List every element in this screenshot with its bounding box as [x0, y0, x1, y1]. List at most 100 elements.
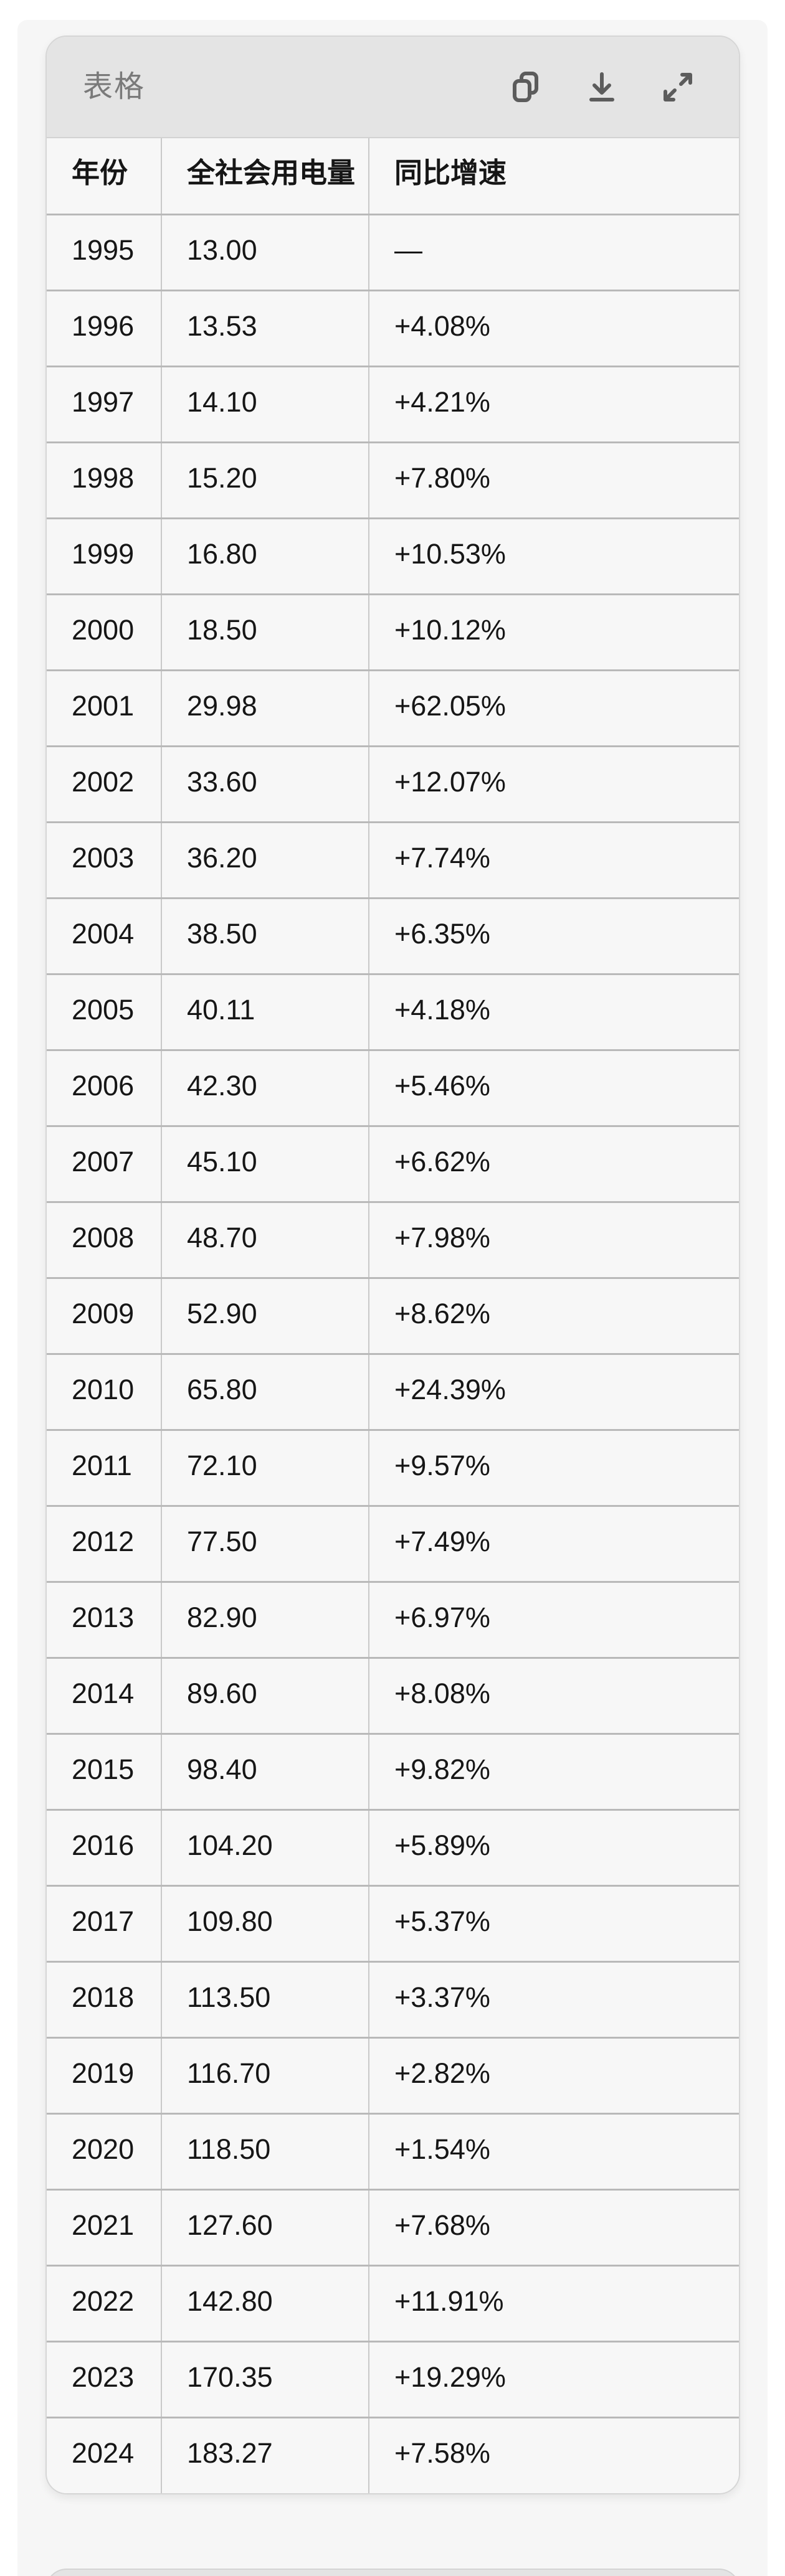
table-row: 2006 42.30 +5.46%	[47, 1050, 739, 1126]
growth-cell: +5.89%	[368, 1809, 739, 1885]
download-icon	[589, 72, 614, 101]
consumption-cell: 77.50	[161, 1506, 369, 1582]
table-row: 2000 18.50 +10.12%	[47, 594, 739, 670]
growth-cell: +1.54%	[368, 2113, 739, 2189]
year-cell: 2009	[72, 1297, 135, 1329]
table-row: 1995 13.00—	[47, 214, 739, 290]
table-row: 2004 38.50 +6.35%	[47, 898, 739, 974]
table-header-row: 年份 全社会用电量 同比增速	[47, 138, 739, 214]
year-cell: 2001	[72, 689, 135, 722]
table-card-header: 表格	[47, 37, 739, 138]
column-header-growth: 同比增速	[368, 138, 739, 214]
table-card: 表格	[45, 35, 740, 2494]
table-row: 2022 142.80 +11.91%	[47, 2265, 739, 2341]
growth-cell: +5.46%	[368, 1050, 739, 1126]
table-row: 1996 13.53 +4.08%	[47, 290, 739, 366]
column-header-consumption: 全社会用电量	[161, 138, 369, 214]
year-cell: 2015	[72, 1753, 135, 1785]
download-button[interactable]	[582, 67, 622, 107]
growth-cell: +7.98%	[368, 1202, 739, 1278]
consumption-cell: 72.10	[161, 1430, 369, 1506]
year-cell: 1998	[72, 461, 135, 494]
consumption-cell: 116.70	[161, 2037, 369, 2113]
growth-cell: +4.21%	[368, 366, 739, 442]
growth-cell: +62.05%	[368, 670, 739, 746]
consumption-cell: 113.50	[161, 1961, 369, 2037]
growth-cell: +7.49%	[368, 1506, 739, 1582]
growth-cell: +7.58%	[368, 2417, 739, 2493]
table-row: 2016 104.20 +5.89%	[47, 1809, 739, 1885]
consumption-cell: 16.80	[161, 518, 369, 594]
year-cell: 2021	[72, 2209, 135, 2241]
consumption-cell: 104.20	[161, 1809, 369, 1885]
consumption-cell: 42.30	[161, 1050, 369, 1126]
table-row: 2013 82.90 +6.97%	[47, 1582, 739, 1658]
consumption-cell: 98.40	[161, 1734, 369, 1809]
year-cell: 2005	[72, 993, 135, 1026]
year-cell: 2008	[72, 1221, 135, 1253]
year-cell: 2023	[72, 2361, 135, 2393]
table-row: 2009 52.90 +8.62%	[47, 1278, 739, 1354]
content-panel: 表格	[17, 20, 768, 2576]
table-row: 1998 15.20 +7.80%	[47, 442, 739, 518]
copy-icon	[513, 71, 538, 102]
year-cell: 1995	[72, 234, 135, 266]
table-row: 1999 16.80 +10.53%	[47, 518, 739, 594]
year-cell: 1999	[72, 537, 135, 570]
growth-cell: +9.82%	[368, 1734, 739, 1809]
growth-cell: +19.29%	[368, 2341, 739, 2417]
table-row: 2021 127.60 +7.68%	[47, 2189, 739, 2265]
growth-cell: +6.35%	[368, 898, 739, 974]
growth-cell: +5.37%	[368, 1885, 739, 1961]
table-row: 1997 14.10 +4.21%	[47, 366, 739, 442]
growth-cell: +2.82%	[368, 2037, 739, 2113]
growth-cell: +10.53%	[368, 518, 739, 594]
year-cell: 2006	[72, 1069, 135, 1102]
table-row: 2002 33.60 +12.07%	[47, 746, 739, 822]
column-header-year: 年份	[72, 157, 128, 189]
table-row: 2014 89.60 +8.08%	[47, 1658, 739, 1734]
year-cell: 2013	[72, 1601, 135, 1633]
table-row: 2011 72.10 +9.57%	[47, 1430, 739, 1506]
next-card-top-edge	[45, 2569, 740, 2576]
year-cell: 2010	[72, 1373, 135, 1405]
consumption-cell: 48.70	[161, 1202, 369, 1278]
consumption-cell: 118.50	[161, 2113, 369, 2189]
table-row: 2019 116.70 +2.82%	[47, 2037, 739, 2113]
table-row: 2005 40.11 +4.18%	[47, 974, 739, 1050]
growth-cell: +6.97%	[368, 1582, 739, 1658]
table-row: 2020 118.50 +1.54%	[47, 2113, 739, 2189]
consumption-cell: 65.80	[161, 1354, 369, 1430]
consumption-cell: 40.11	[161, 974, 369, 1050]
consumption-cell: 89.60	[161, 1658, 369, 1734]
copy-button[interactable]	[506, 67, 546, 107]
consumption-cell: 14.10	[161, 366, 369, 442]
table-body: 1995 13.00— 1996 13.53 +4.08% 1997 14.10 +4.21%…	[47, 214, 739, 2493]
table-row: 2024 183.27 +7.58%	[47, 2417, 739, 2493]
year-cell: 2014	[72, 1677, 135, 1709]
consumption-cell: 127.60	[161, 2189, 369, 2265]
year-cell: 2003	[72, 841, 135, 874]
consumption-cell: 142.80	[161, 2265, 369, 2341]
table-row: 2007 45.10 +6.62%	[47, 1126, 739, 1202]
table-row: 2001 29.98 +62.05%	[47, 670, 739, 746]
growth-cell: +4.08%	[368, 290, 739, 366]
consumption-cell: 36.20	[161, 822, 369, 898]
year-cell: 2012	[72, 1525, 135, 1557]
growth-cell: +24.39%	[368, 1354, 739, 1430]
year-cell: 2024	[72, 2437, 135, 2469]
expand-button[interactable]	[658, 67, 698, 107]
consumption-cell: 15.20	[161, 442, 369, 518]
table-row: 2017 109.80 +5.37%	[47, 1885, 739, 1961]
consumption-cell: 13.00	[161, 214, 369, 290]
growth-cell: +8.62%	[368, 1278, 739, 1354]
growth-cell: +9.57%	[368, 1430, 739, 1506]
expand-icon	[664, 72, 692, 101]
growth-cell: +10.12%	[368, 594, 739, 670]
year-cell: 1996	[72, 309, 135, 342]
table-row: 2008 48.70 +7.98%	[47, 1202, 739, 1278]
year-cell: 2022	[72, 2285, 135, 2317]
year-cell: 2000	[72, 613, 135, 646]
consumption-cell: 33.60	[161, 746, 369, 822]
year-cell: 2017	[72, 1905, 135, 1937]
